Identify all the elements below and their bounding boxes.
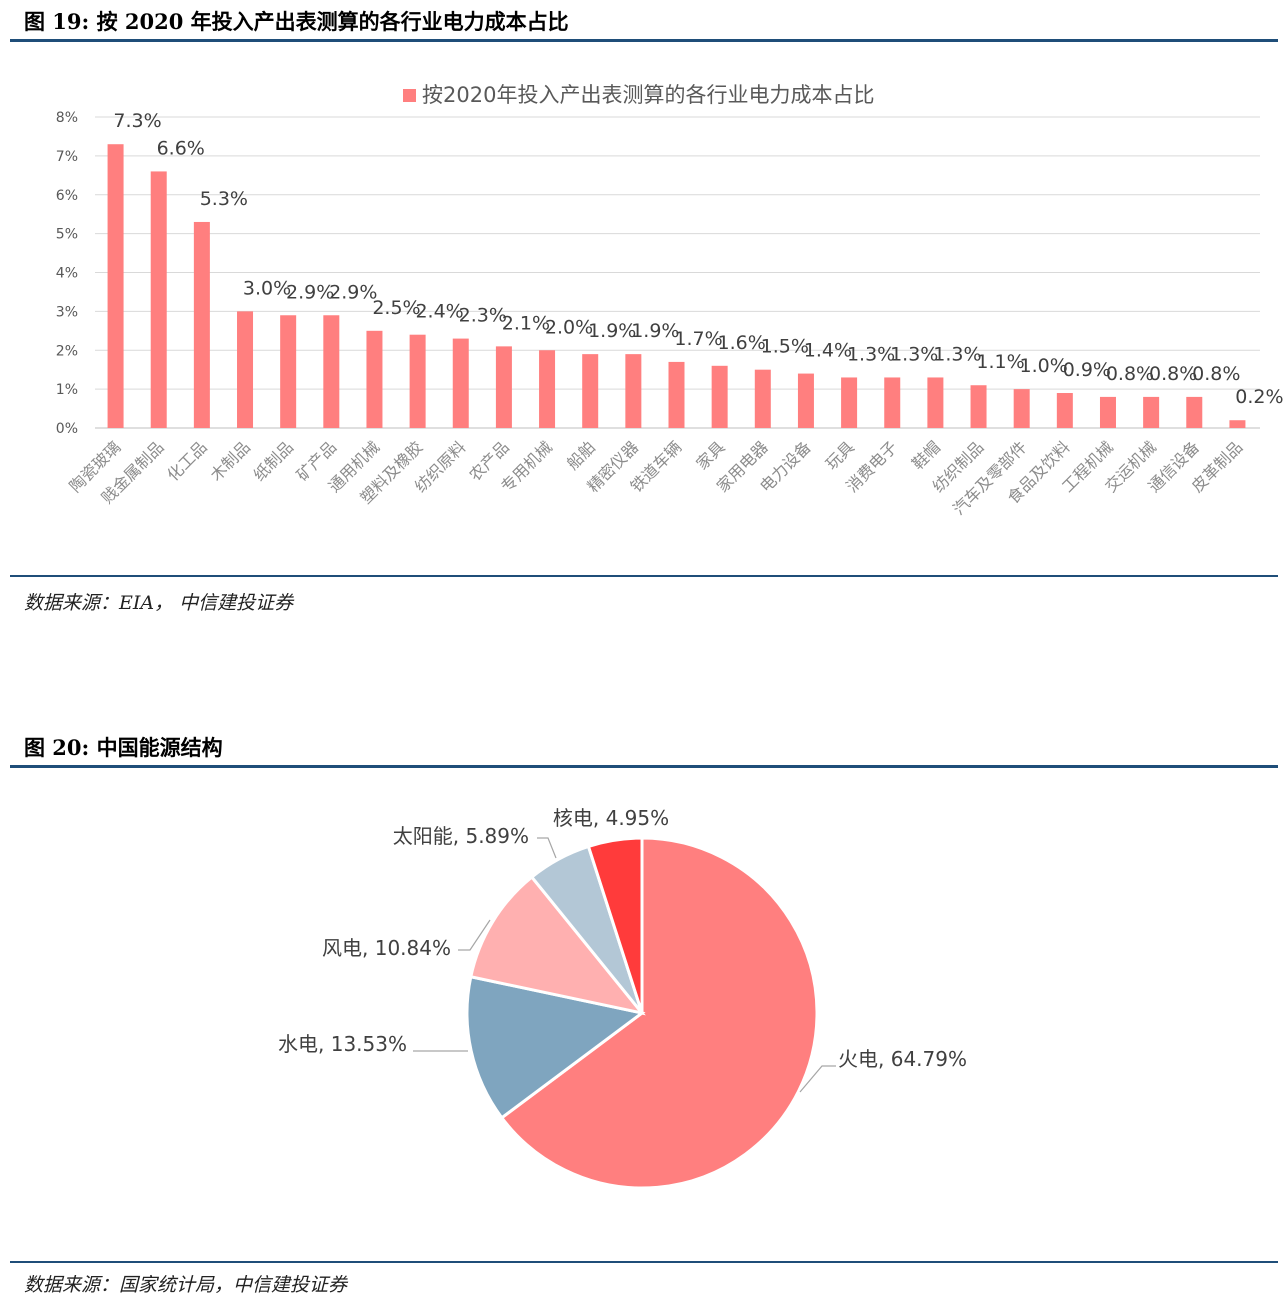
data-label: 1.3% — [847, 343, 895, 365]
data-label: 0.9% — [1063, 359, 1111, 381]
bar — [107, 144, 124, 428]
bar — [280, 315, 297, 428]
bar-chart: 0% 1% 2% 3% 4% 5% 6% 7% 8% 按2020年投入产出表测算的各行业电力成本占… — [56, 83, 1284, 519]
data-label: 1.0% — [1020, 355, 1068, 377]
title-rule — [10, 765, 1278, 768]
bar — [970, 385, 987, 428]
source-rule — [10, 1261, 1278, 1263]
leader-line — [537, 837, 557, 859]
bar — [582, 354, 599, 428]
x-tick-label: 玩具 — [822, 437, 858, 473]
x-tick-label: 化工品 — [163, 437, 210, 484]
figure-20-source: 数据来源：国家统计局，中信建投证券 — [24, 1274, 348, 1296]
y-tick-label: 8% — [56, 110, 78, 126]
data-label: 2.4% — [415, 301, 463, 323]
bar — [193, 221, 210, 428]
bar — [1099, 396, 1116, 428]
slice-label: 水电, 13.53% — [278, 1032, 407, 1056]
legend-label: 按2020年投入产出表测算的各行业电力成本占比 — [422, 83, 874, 107]
bar — [366, 330, 383, 428]
data-label: 0.8% — [1192, 363, 1240, 385]
y-tick-label: 6% — [56, 188, 78, 204]
pie-slice — [465, 974, 646, 1120]
legend-swatch — [403, 89, 416, 102]
bar — [539, 350, 556, 428]
data-label: 1.6% — [718, 332, 766, 354]
data-label: 1.1% — [976, 351, 1024, 373]
data-label: 0.8% — [1106, 363, 1154, 385]
bar — [1143, 396, 1160, 428]
data-label: 6.6% — [157, 137, 205, 159]
title-rule — [10, 39, 1278, 42]
source-rule — [10, 575, 1278, 577]
data-label: 2.5% — [372, 297, 420, 319]
bar — [711, 365, 728, 428]
y-tick-label: 7% — [56, 149, 78, 165]
y-tick-label: 4% — [56, 266, 78, 282]
x-tick-label: 家具 — [692, 437, 728, 473]
x-tick-label: 船舶 — [563, 437, 599, 473]
y-tick-label: 1% — [56, 382, 78, 398]
bar — [927, 377, 944, 428]
slice-label: 太阳能, 5.89% — [393, 824, 529, 848]
bar — [797, 373, 814, 428]
bar — [1229, 420, 1246, 428]
data-label: 0.2% — [1235, 386, 1283, 408]
pie-slice — [499, 836, 819, 1190]
bar — [323, 315, 340, 428]
figure-19-source: 数据来源：EIA， 中信建投证券 — [24, 592, 294, 614]
data-label: 1.3% — [933, 343, 981, 365]
leader-line — [458, 919, 491, 951]
figure-19-title: 图 19: 按 2020 年投入产出表测算的各行业电力成本占比 — [24, 9, 569, 34]
data-label: 1.7% — [674, 328, 722, 350]
data-label: 7.3% — [113, 110, 161, 132]
leader-line — [799, 1065, 836, 1093]
data-label: 1.9% — [631, 320, 679, 342]
slice-label: 核电, 4.95% — [553, 806, 669, 830]
x-tick-label: 纸制品 — [250, 437, 297, 484]
data-label: 2.1% — [502, 312, 550, 334]
bar — [841, 377, 858, 428]
x-tick-label: 木制品 — [206, 437, 253, 484]
bar — [452, 338, 469, 428]
data-label: 2.3% — [459, 305, 507, 327]
y-tick-label: 5% — [56, 227, 78, 243]
y-tick-label: 2% — [56, 343, 78, 359]
data-label: 1.4% — [804, 340, 852, 362]
data-label: 2.9% — [329, 281, 377, 303]
bar — [150, 171, 167, 429]
data-label: 1.9% — [588, 320, 636, 342]
data-label: 3.0% — [243, 277, 291, 299]
slice-label: 风电, 10.84% — [322, 936, 451, 960]
bar — [1056, 393, 1073, 428]
slice-label: 火电, 64.79% — [838, 1047, 967, 1071]
x-tick-label: 鞋帽 — [908, 437, 944, 473]
bar — [1013, 389, 1030, 428]
bar — [884, 377, 901, 428]
data-label: 1.5% — [761, 336, 809, 358]
data-label: 2.9% — [286, 281, 334, 303]
bar — [754, 369, 771, 428]
data-label: 5.3% — [200, 188, 248, 210]
y-tick-label: 3% — [56, 304, 78, 320]
pie-chart: 火电, 64.79% 水电, 13.53% 风电, 10.84% 太阳能, 5.89%… — [278, 806, 967, 1190]
figure-20-title: 图 20: 中国能源结构 — [24, 735, 223, 760]
bar — [1186, 396, 1203, 428]
bar — [495, 346, 512, 428]
data-label: 0.8% — [1149, 363, 1197, 385]
data-label: 1.3% — [890, 343, 938, 365]
bar — [409, 334, 426, 428]
bar — [668, 361, 685, 428]
y-tick-label: 0% — [56, 421, 78, 437]
bar — [237, 311, 254, 428]
pie-slice — [586, 836, 644, 1014]
bar — [625, 354, 642, 428]
pie-slice — [469, 874, 646, 1016]
data-label: 2.0% — [545, 316, 593, 338]
